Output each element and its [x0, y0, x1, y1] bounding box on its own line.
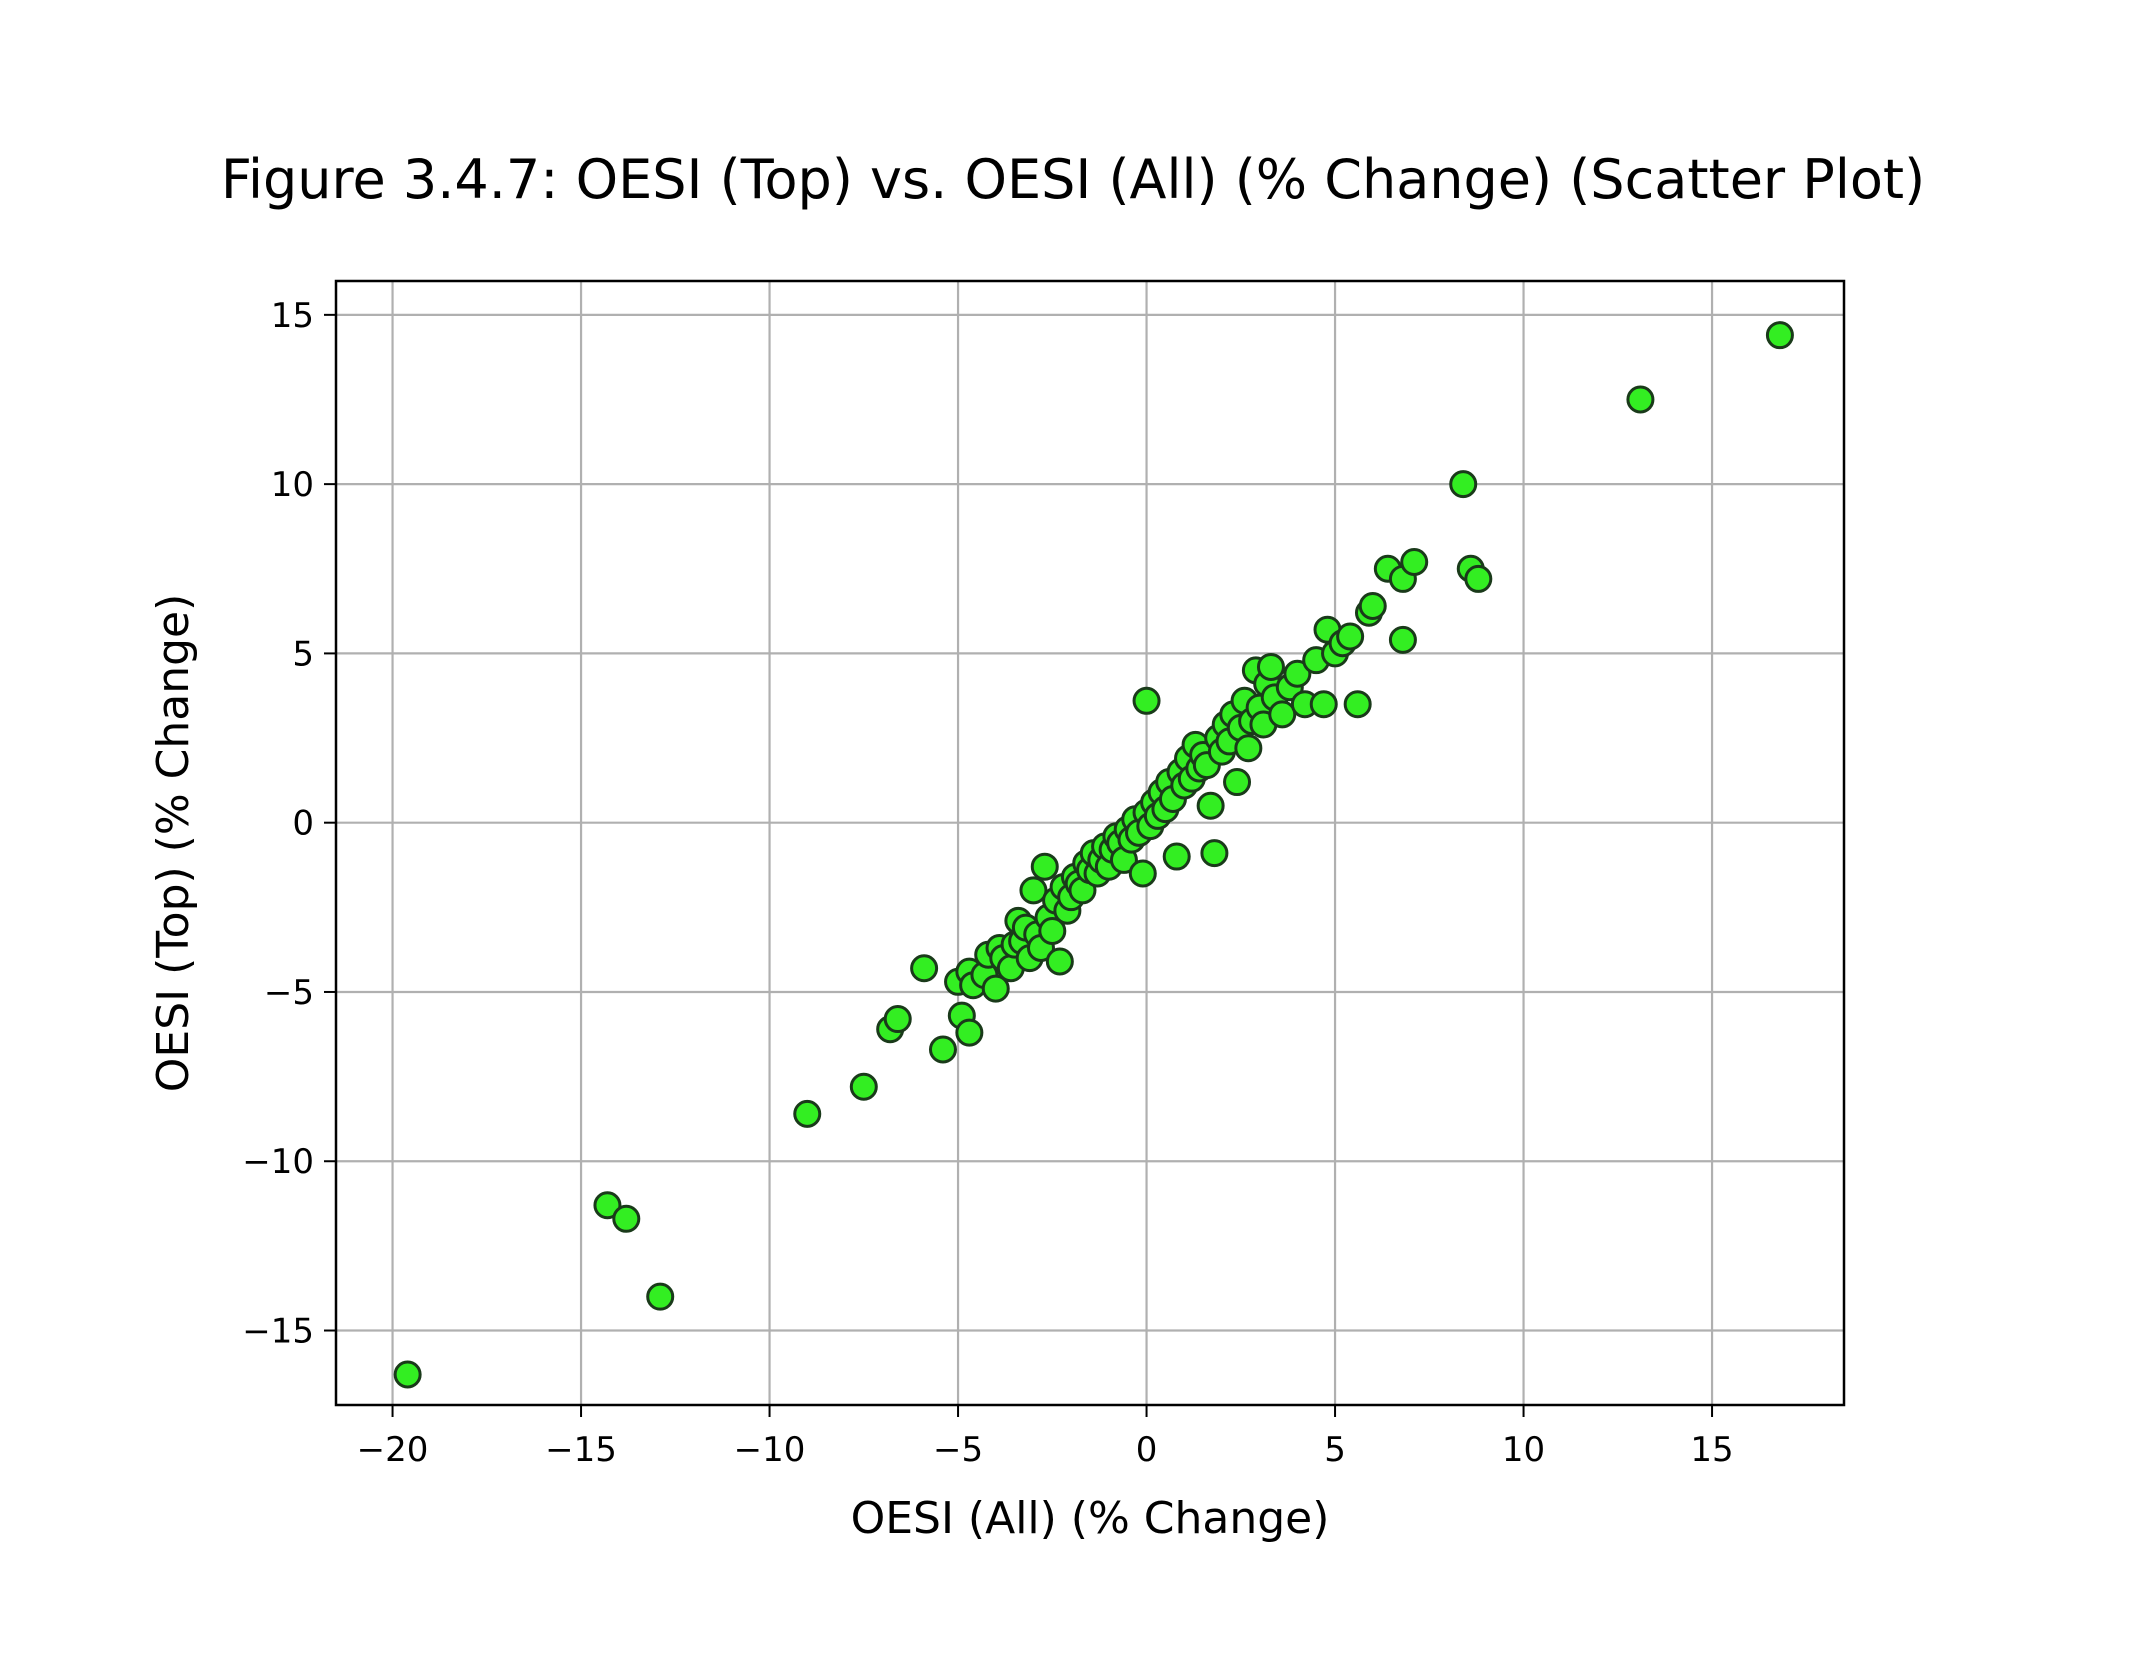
x-tick-label: −15: [545, 1430, 617, 1470]
scatter-point: [612, 1204, 641, 1233]
x-tick-label: 10: [1502, 1430, 1545, 1470]
scatter-point: [981, 974, 1010, 1003]
y-tick-label: −10: [242, 1142, 314, 1182]
x-tick-label: −10: [734, 1430, 806, 1470]
scatter-point: [883, 1005, 912, 1034]
scatter-point: [1128, 859, 1157, 888]
scatter-point: [793, 1099, 822, 1128]
scatter-point: [928, 1035, 957, 1064]
scatter-point: [646, 1282, 675, 1311]
y-tick-label: 10: [271, 465, 314, 505]
scatter-point: [1030, 852, 1059, 881]
scatter-point: [393, 1360, 422, 1389]
x-tick-label: 15: [1690, 1430, 1733, 1470]
chart-title: Figure 3.4.7: OESI (Top) vs. OESI (All) …: [221, 148, 1925, 211]
scatter-point: [1223, 768, 1252, 797]
scatter-point: [1234, 734, 1263, 763]
y-tick-label: 0: [292, 804, 314, 844]
scatter-point: [1256, 652, 1285, 681]
scatter-point: [1449, 470, 1478, 499]
x-tick-label: −20: [357, 1430, 429, 1470]
scatter-point: [593, 1191, 622, 1220]
scatter-point: [1038, 917, 1067, 946]
scatter-point: [1045, 947, 1074, 976]
x-tick-label: −5: [933, 1430, 983, 1470]
scatter-point: [1309, 690, 1338, 719]
y-axis-label: OESI (Top) (% Change): [148, 594, 199, 1092]
y-tick-label: 15: [271, 296, 314, 336]
scatter-point: [1019, 876, 1048, 905]
scatter-point: [1162, 842, 1191, 871]
scatter-point: [1400, 548, 1429, 576]
scatter-point: [849, 1072, 878, 1101]
y-tick-label: −5: [264, 973, 314, 1013]
x-tick-label: 5: [1324, 1430, 1346, 1470]
y-tick-label: −15: [242, 1312, 314, 1352]
scatter-point: [1283, 659, 1312, 688]
scatter-point: [1388, 625, 1417, 654]
x-tick-label: 0: [1136, 1430, 1158, 1470]
scatter-point: [1765, 321, 1794, 350]
scatter-point: [1196, 791, 1225, 820]
scatter-point: [1464, 564, 1493, 593]
scatter-point: [910, 954, 939, 983]
scatter-point: [1200, 839, 1229, 868]
y-tick-label: 5: [292, 634, 314, 674]
x-axis-ticks: −20 −15 −10 −5 0 5 10 15: [357, 1405, 1734, 1470]
scatter-point: [1132, 686, 1161, 715]
y-axis-ticks: −15 −10 −5 0 5 10 15: [242, 296, 336, 1352]
scatter-point: [1358, 592, 1387, 621]
scatter-point: [1626, 385, 1655, 414]
scatter-point: [1268, 700, 1297, 729]
x-axis-label: OESI (All) (% Change): [851, 1493, 1330, 1544]
scatter-point: [1343, 690, 1372, 719]
data-points: [393, 321, 1794, 1389]
scatter-point: [1336, 622, 1365, 651]
scatter-point: [955, 1018, 984, 1047]
plot-frame: [334, 279, 1846, 1407]
